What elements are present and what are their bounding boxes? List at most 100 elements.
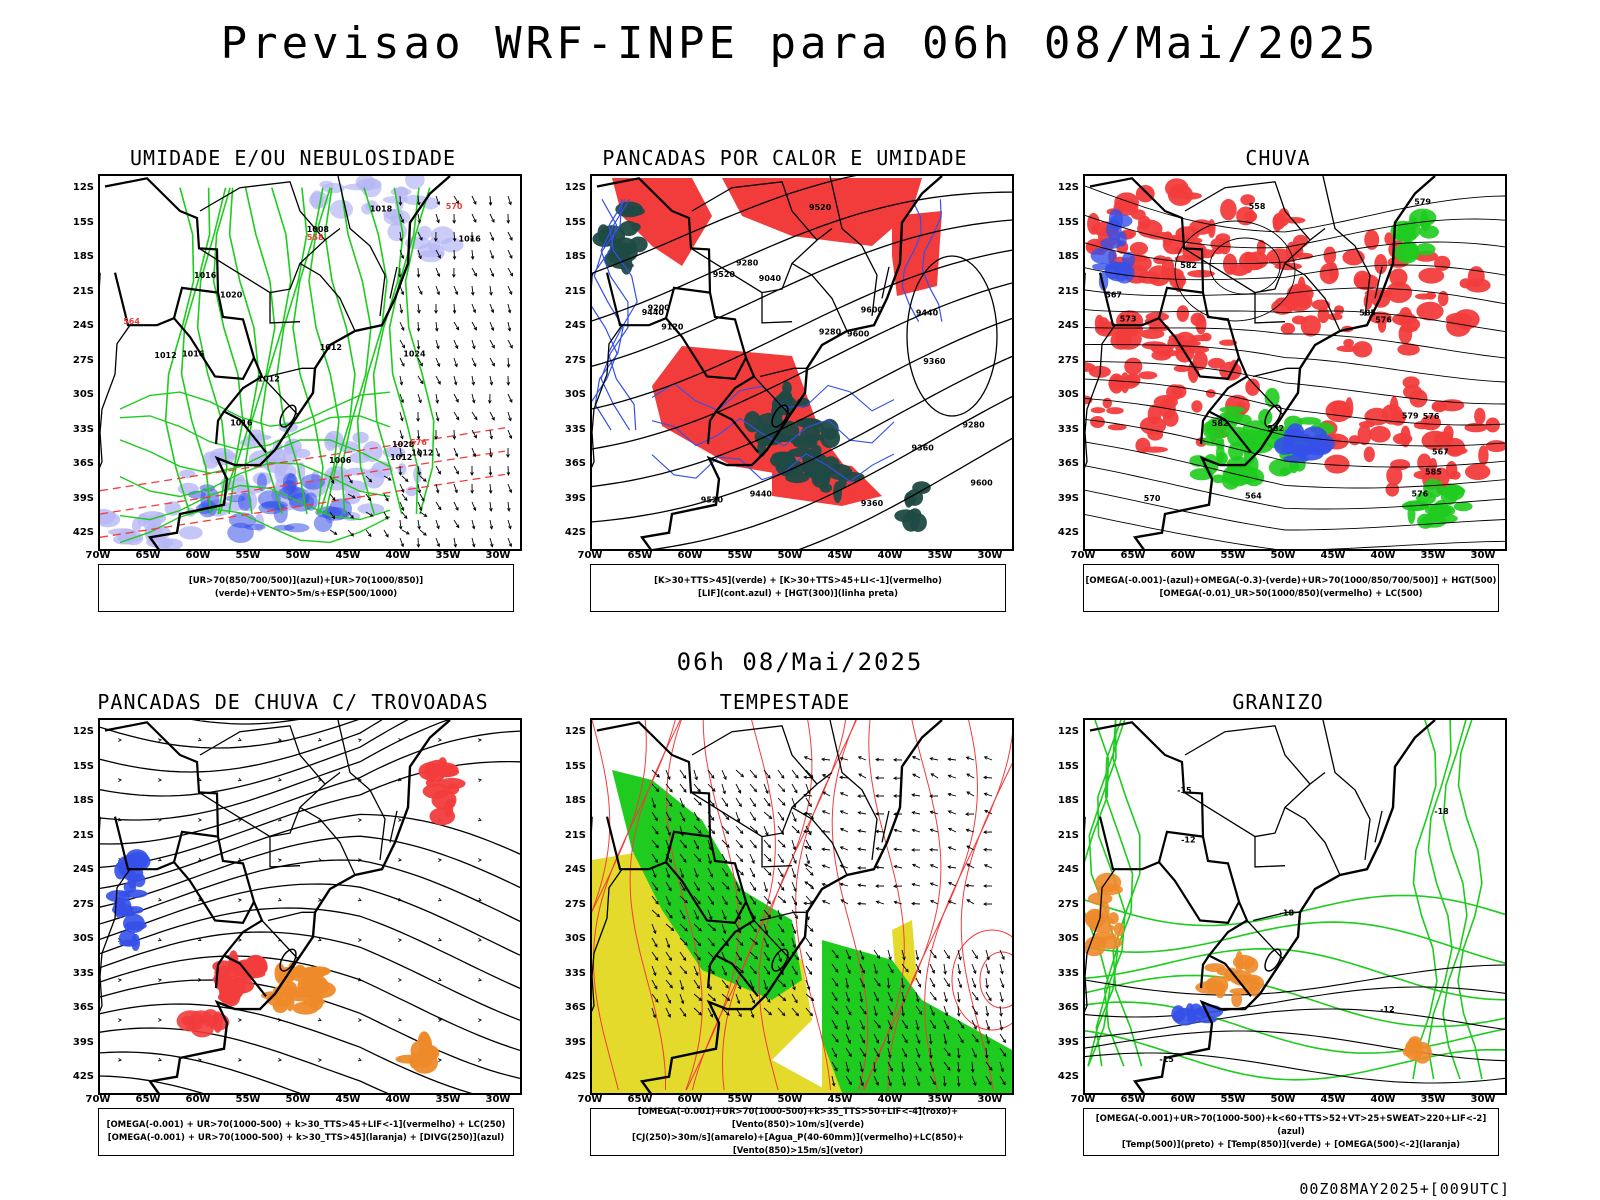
lat-tick-label: 12S	[1057, 182, 1079, 193]
contour-label: 567	[1105, 291, 1122, 300]
map-canvas	[100, 720, 520, 1093]
panel-title: GRANIZO	[1232, 690, 1324, 714]
lon-tick-label: 40W	[1370, 550, 1396, 561]
subtitle: 06h 08/Mai/2025	[676, 648, 924, 676]
lon-tick-label: 45W	[827, 550, 853, 561]
lon-tick-label: 40W	[1370, 1094, 1396, 1105]
contour-label: 1012	[411, 449, 433, 458]
weather-map: 9600 9520 9600 9280 9440 9360 9520 9600 9520 9440…	[590, 174, 1014, 551]
lon-tick-label: 35W	[1420, 1094, 1446, 1105]
lat-tick-label: 42S	[564, 1071, 586, 1082]
contour-label: 9360	[912, 444, 935, 453]
lat-tick-label: 27S	[72, 354, 94, 366]
contour-label: 9600	[861, 305, 884, 314]
lon-tick-label: 65W	[1120, 1094, 1146, 1105]
lon-tick-label: 65W	[135, 550, 161, 561]
contour-label: 567	[1432, 447, 1449, 456]
lat-tick-label: 36S	[72, 458, 94, 469]
lat-tick-label: 24S	[1057, 864, 1079, 875]
lon-tick-label: 45W	[1320, 1094, 1346, 1105]
lat-tick-label: 15S	[564, 216, 586, 228]
lat-tick-label: 15S	[564, 760, 586, 772]
lat-tick-label: 21S	[72, 829, 94, 841]
contour-label: 9440	[642, 308, 665, 317]
lat-tick-label: 39S	[1057, 1036, 1079, 1048]
lat-tick-label: 15S	[72, 760, 94, 772]
lon-tick-label: 55W	[235, 550, 261, 561]
lat-tick-label: 42S	[564, 527, 586, 538]
lon-tick-label: 60W	[677, 550, 703, 561]
panel-legend: [OMEGA(-0.001)+UR>70(1000-500)+k<60+TTS>…	[1083, 1108, 1499, 1156]
legend-line: [Temp(500)](preto) + [Temp(850)](verde) …	[1121, 1139, 1461, 1150]
contour-label: -15	[1177, 786, 1192, 795]
contour-label: 1012	[390, 453, 412, 462]
lon-tick-label: 60W	[185, 1094, 211, 1105]
lat-tick-label: 33S	[72, 967, 94, 979]
panel-chuva: CHUVA 582 585 582 576 579 582 585 576 573 570 567 55…	[1043, 146, 1513, 616]
lon-tick-label: 60W	[677, 1094, 703, 1105]
legend-line: [OMEGA(-0.001) + UR>70(1000-500) + k>30_…	[106, 1120, 506, 1130]
lon-tick-label: 45W	[335, 1094, 361, 1105]
lat-tick-label: 12S	[564, 182, 586, 193]
contour-label: 1016	[194, 271, 217, 280]
contour-label: 558	[307, 233, 324, 242]
lon-tick-label: 55W	[1220, 550, 1246, 561]
weather-map: 1016 1016 1018 1012 1016 1020 1024 1012 1008 1006…	[98, 174, 522, 551]
panel-tempestade: TEMPESTADE 12S 15S 18S 21S 24S 27S 30S 33S 36S 39S…	[550, 690, 1020, 1160]
contour-label: 576	[410, 438, 427, 447]
lat-tick-label: 30S	[1057, 933, 1079, 944]
contour-label: 1012	[320, 343, 342, 352]
panel-title: CHUVA	[1245, 146, 1311, 170]
contour-label: 570	[1144, 494, 1161, 503]
lat-tick-label: 24S	[564, 864, 586, 875]
contour-label: 582	[1212, 419, 1229, 428]
lat-tick-label: 33S	[564, 423, 586, 435]
contour-label: 1012	[154, 351, 176, 360]
legend-line: [OMEGA(-0.001)-(azul)+OMEGA(-0.3)-(verde…	[1085, 576, 1497, 586]
contour-label: 564	[123, 317, 140, 326]
contour-label: -15	[1159, 1055, 1174, 1064]
lon-tick-label: 30W	[485, 550, 511, 561]
weather-map: -12 -18 -15 -18 -15 -12	[1083, 718, 1507, 1095]
footer-timestamp: 00Z08MAY2025+[009UTC]	[1299, 1180, 1510, 1198]
lon-tick-label: 35W	[435, 1094, 461, 1105]
contour-label: 570	[446, 202, 463, 211]
lon-tick-label: 30W	[977, 1094, 1003, 1105]
contour-label: 9360	[923, 357, 946, 366]
contour-label: 1020	[220, 290, 243, 299]
lat-tick-label: 39S	[564, 1036, 586, 1048]
lon-tick-label: 55W	[1220, 1094, 1246, 1105]
lon-tick-label: 50W	[285, 1094, 311, 1105]
panel-trovoadas: PANCADAS DE CHUVA C/ TROVOADAS 12S 15S 18S 2…	[58, 690, 528, 1160]
contour-label: 9440	[916, 309, 939, 318]
contour-label: 9120	[661, 322, 684, 331]
lat-tick-label: 30S	[72, 389, 94, 400]
contour-label: 9600	[847, 329, 870, 338]
lon-tick-label: 35W	[927, 550, 953, 561]
lat-tick-label: 18S	[564, 251, 586, 262]
lat-tick-label: 15S	[1057, 216, 1079, 228]
lon-tick-label: 55W	[235, 1094, 261, 1105]
lat-tick-label: 27S	[72, 898, 94, 910]
lon-tick-label: 70W	[577, 550, 603, 561]
lat-tick-label: 27S	[1057, 898, 1079, 910]
panel-title: PANCADAS DE CHUVA C/ TROVOADAS	[97, 690, 489, 714]
lat-tick-label: 42S	[1057, 527, 1079, 538]
map-canvas	[592, 720, 1012, 1093]
lon-tick-label: 50W	[777, 550, 803, 561]
lat-tick-label: 39S	[564, 492, 586, 504]
contour-label: 585	[1425, 468, 1442, 477]
lat-tick-label: 12S	[564, 726, 586, 737]
lon-tick-label: 50W	[1270, 550, 1296, 561]
lat-tick-label: 39S	[1057, 492, 1079, 504]
lon-tick-label: 50W	[285, 550, 311, 561]
legend-line: [OMEGA(-0.001) + UR>70(1000-500) + k>30_…	[107, 1133, 505, 1143]
lat-tick-label: 12S	[72, 182, 94, 193]
weather-map	[590, 718, 1014, 1095]
panel-legend: [OMEGA(-0.001)+UR>70(1000-500)+k>35_TTS>…	[590, 1107, 1006, 1156]
lat-tick-label: 27S	[564, 354, 586, 366]
lon-tick-label: 55W	[727, 1094, 753, 1105]
lon-tick-label: 45W	[1320, 550, 1346, 561]
contour-label: 1006	[329, 456, 352, 465]
lat-tick-label: 21S	[564, 285, 586, 297]
